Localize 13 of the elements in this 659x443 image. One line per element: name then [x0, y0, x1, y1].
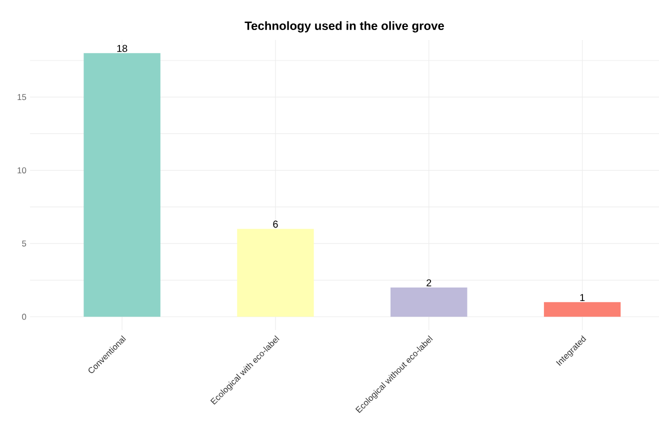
y-tick-label: 15	[18, 94, 26, 100]
y-tick-label: 0	[22, 314, 26, 320]
bar	[544, 302, 621, 317]
y-tick-label: 5	[22, 240, 26, 247]
data-label: 18	[117, 44, 128, 52]
y-tick-label: 10	[18, 167, 26, 174]
bar	[84, 53, 160, 317]
data-label: 6	[273, 220, 278, 228]
data-label: 2	[426, 279, 432, 286]
bar	[390, 288, 468, 317]
bar	[237, 228, 314, 317]
data-label: 1	[580, 294, 585, 301]
chart-title: Technology used in the olive grove	[244, 21, 444, 32]
